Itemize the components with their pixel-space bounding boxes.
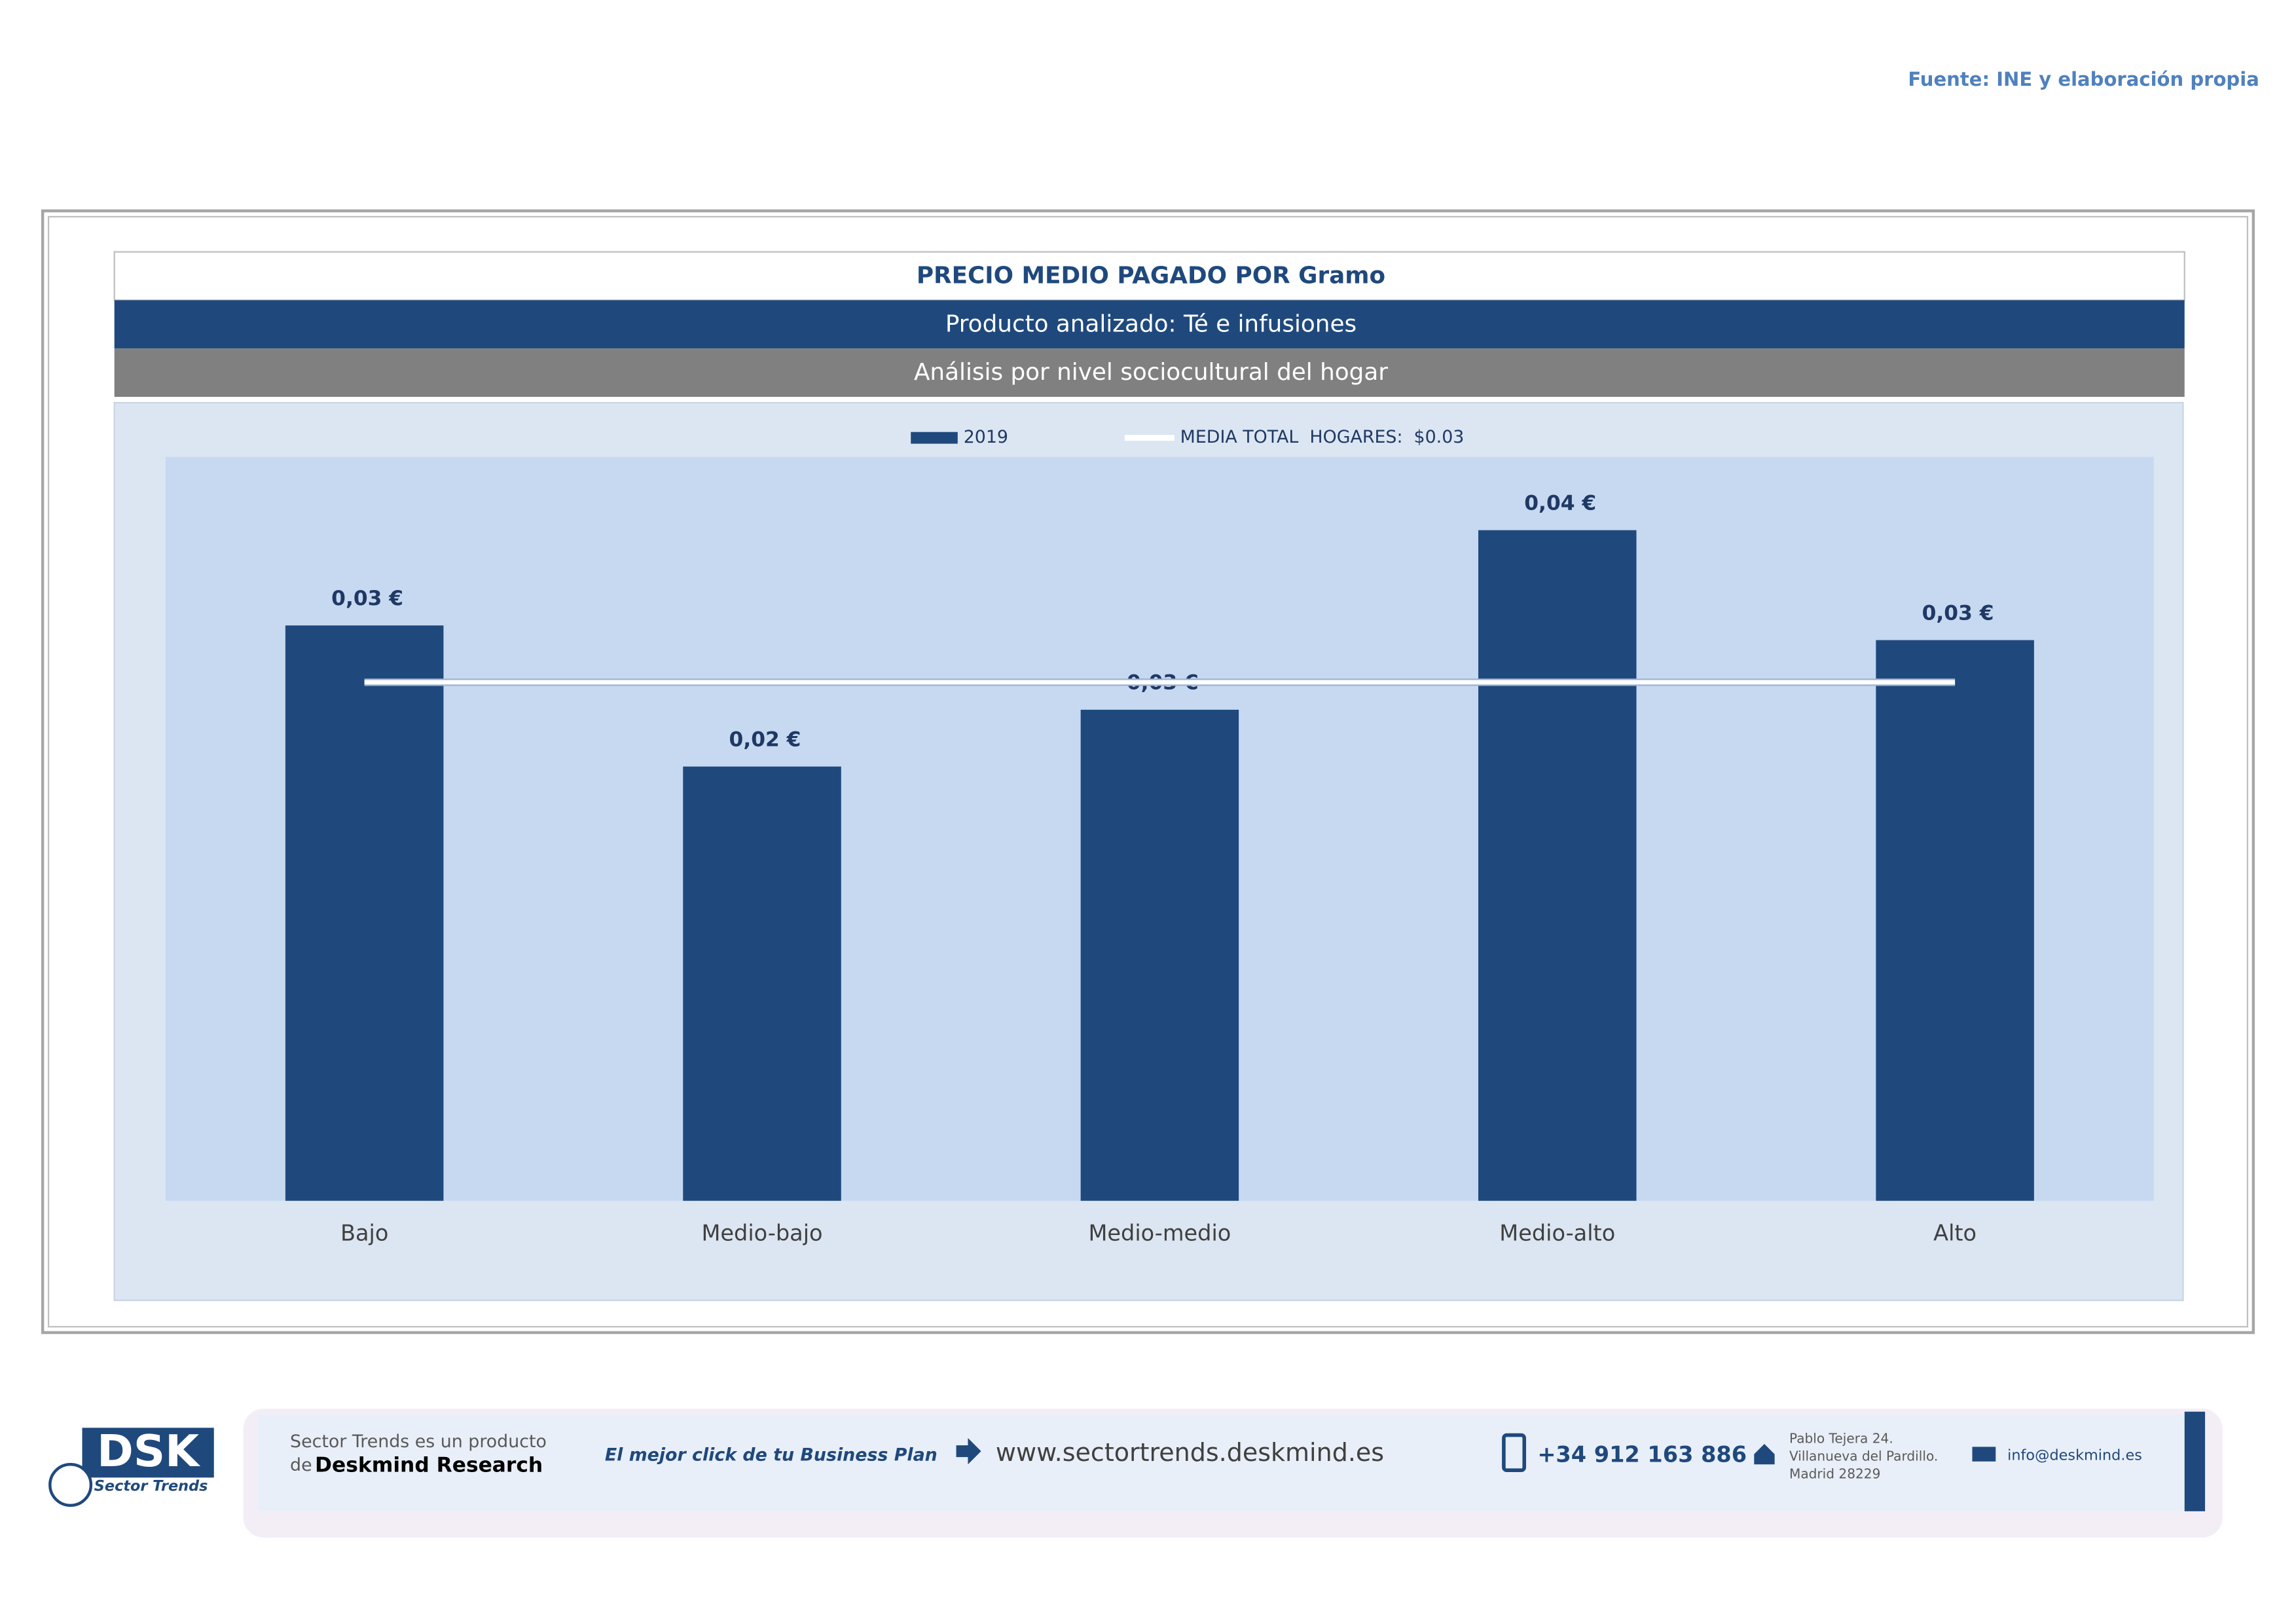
legend-label: 2019 xyxy=(964,427,1008,447)
footer-address: Pablo Tejera 24. xyxy=(1789,1431,1893,1447)
source: Fuente: INE y elaboración propia xyxy=(1908,68,2259,90)
data-label: 0,02 € xyxy=(729,728,801,751)
analysis-box xyxy=(114,348,2185,397)
x-tick-label: Bajo xyxy=(340,1221,388,1246)
footer-address: Villanueva del Pardillo. xyxy=(1789,1449,1938,1464)
subtitle-box xyxy=(114,300,2185,349)
bar xyxy=(683,766,841,1201)
title-box xyxy=(113,251,2185,301)
chart: Bajo Medio-bajo Medio-medio Medio-alto Alto 0… xyxy=(285,427,2034,1246)
footer-phone: +34 912 163 886 xyxy=(1537,1441,1747,1467)
chart-title: PRECIO MEDIO PAGADO POR Gramo xyxy=(917,263,1385,289)
data-label: 0,04 € xyxy=(1524,491,1596,515)
x-tick-label: Alto xyxy=(1933,1221,1977,1246)
home-icon xyxy=(1754,1443,1775,1465)
logo: DSK xyxy=(97,1426,201,1477)
footer-email[interactable]: info@deskmind.es xyxy=(2007,1447,2142,1464)
data-label: 0,03 € xyxy=(1922,601,1994,625)
mail-icon xyxy=(1972,1447,1996,1462)
web-icon xyxy=(956,1437,981,1465)
bar xyxy=(1478,530,1637,1201)
data-label: 0,03 € xyxy=(331,587,403,610)
footer: DSK Sector Trends Sector Trends es un pr… xyxy=(48,1409,2223,1538)
frame-inner xyxy=(47,215,2249,1328)
footer-bar xyxy=(257,1414,2206,1511)
logo-sub: Sector Trends xyxy=(94,1477,208,1494)
chart-subtitle: Producto analizado: Té e infusiones xyxy=(945,310,1357,337)
x-tick-label: Medio-medio xyxy=(1088,1221,1231,1246)
legend-label: MEDIA TOTAL HOGARES: $0.03 xyxy=(1180,427,1465,447)
logo-circle xyxy=(48,1463,93,1507)
x-tick-label: Medio-bajo xyxy=(701,1221,822,1246)
footer-company: Deskmind Research xyxy=(315,1453,543,1477)
analysis-title: Análisis por nivel sociocultural del hog… xyxy=(914,359,1388,386)
footer-de: de xyxy=(290,1455,312,1475)
footer-slogan: El mejor click de tu Business Plan xyxy=(605,1445,938,1465)
frame xyxy=(41,209,2255,1335)
phone-icon xyxy=(1502,1433,1527,1472)
footer-product: Sector Trends es un producto xyxy=(290,1431,547,1452)
bar xyxy=(285,625,444,1201)
x-tick-label: Medio-alto xyxy=(1499,1221,1615,1246)
bar xyxy=(1080,709,1239,1201)
logo-box xyxy=(82,1428,214,1478)
bar xyxy=(1876,640,2034,1201)
footer-address: Madrid 28229 xyxy=(1789,1466,1880,1481)
footer-accent xyxy=(2184,1411,2206,1511)
legend-swatch xyxy=(911,432,958,444)
footer-web[interactable]: www.sectortrends.deskmind.es xyxy=(996,1438,1384,1467)
